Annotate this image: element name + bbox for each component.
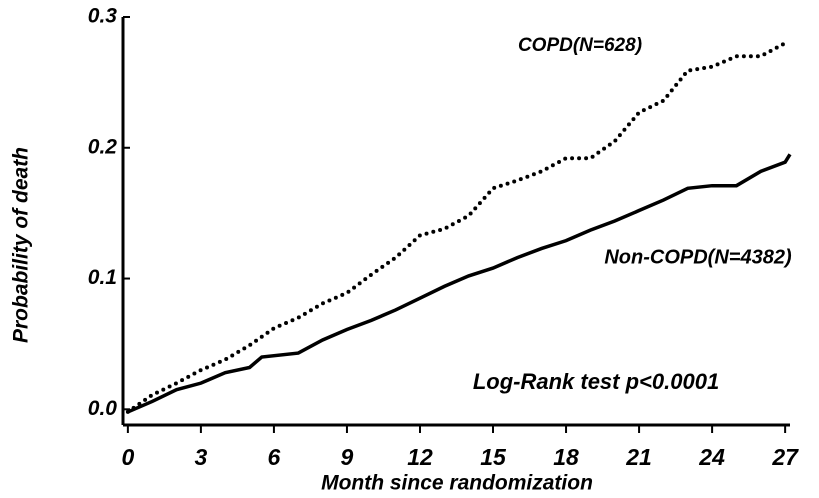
x-tick-label: 24 <box>698 444 725 470</box>
legend-entry: COPD(N=628) <box>518 35 642 56</box>
x-tick-label: 27 <box>771 444 799 470</box>
y-tick-label: 0.0 <box>88 397 118 420</box>
x-tick-label: 21 <box>625 444 652 470</box>
series-line <box>125 41 788 414</box>
x-tick-label: 3 <box>194 444 207 470</box>
x-tick-label: 18 <box>553 444 579 470</box>
x-tick-label: 0 <box>121 444 134 470</box>
x-tick-label: 9 <box>341 444 354 470</box>
x-tick-label: 12 <box>407 444 433 470</box>
annotation: Log-Rank test p<0.0001 <box>473 369 719 394</box>
legend-entry: Non-COPD(N=4382) <box>604 246 792 268</box>
x-tick-label: 6 <box>268 444 281 470</box>
y-axis-label: Probability of death <box>10 147 33 343</box>
x-tick-label: 15 <box>480 444 507 470</box>
series-line <box>127 153 792 414</box>
x-axis-label: Month since randomization <box>321 472 593 495</box>
y-tick-label: 0.2 <box>88 135 118 158</box>
y-tick-label: 0.3 <box>88 5 118 28</box>
y-tick-label: 0.1 <box>88 266 117 289</box>
